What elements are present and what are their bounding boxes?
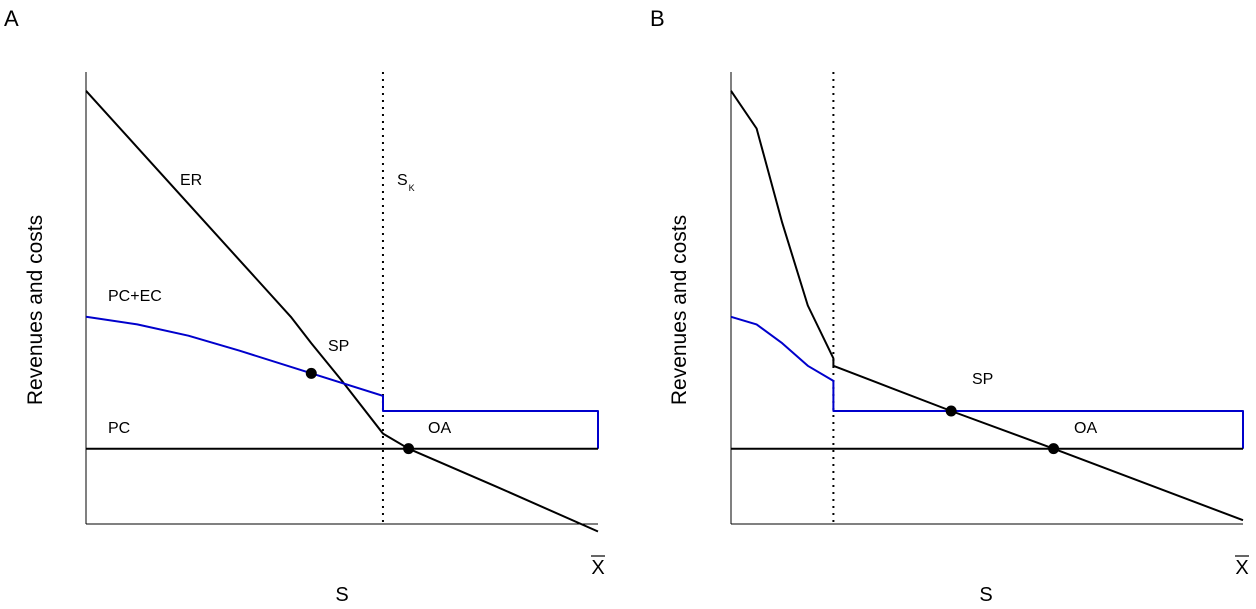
panel-a-pc-ec-line — [85, 315, 599, 449]
panel-a: A Revenues and costs S X ER PC+EC PC SK … — [4, 6, 605, 606]
panel-a-er-line — [85, 90, 599, 533]
panel-a-x-end-label: X — [591, 557, 604, 579]
panel-a-sk-sub: K — [409, 183, 415, 193]
panel-b-oa-point — [1048, 443, 1060, 455]
panel-a-pc-label: PC — [108, 420, 130, 437]
panel-b-x-end-label: X — [1235, 557, 1248, 579]
panel-a-er-label: ER — [180, 172, 202, 189]
panel-a-plot — [85, 72, 599, 533]
panel-b-plot — [730, 72, 1244, 524]
panel-b-oa-label: OA — [1074, 420, 1097, 437]
panel-b-letter: B — [650, 6, 665, 31]
panel-b-x-axis-label: S — [979, 584, 992, 606]
panel-a-sk-label: SK — [397, 172, 415, 193]
panel-a-pcec-label: PC+EC — [108, 288, 162, 305]
panel-b-pc-ec-line — [730, 315, 1244, 449]
panel-b-sp-point — [945, 405, 957, 417]
panel-a-letter: A — [4, 6, 19, 31]
panel-a-oa-point — [403, 443, 415, 455]
panel-b: B Revenues and costs S X SP OA — [650, 6, 1249, 606]
panel-a-sk-main: S — [397, 172, 408, 189]
panel-a-oa-label: OA — [428, 420, 451, 437]
panel-a-sp-label: SP — [328, 338, 349, 355]
panel-a-sp-point — [305, 367, 317, 379]
panel-b-er-line — [730, 90, 1244, 522]
panel-a-x-axis-label: S — [335, 584, 348, 606]
panel-b-sp-label: SP — [972, 371, 993, 388]
panel-a-y-axis-label: Revenues and costs — [24, 215, 47, 405]
panel-b-y-axis-label: Revenues and costs — [668, 215, 691, 405]
